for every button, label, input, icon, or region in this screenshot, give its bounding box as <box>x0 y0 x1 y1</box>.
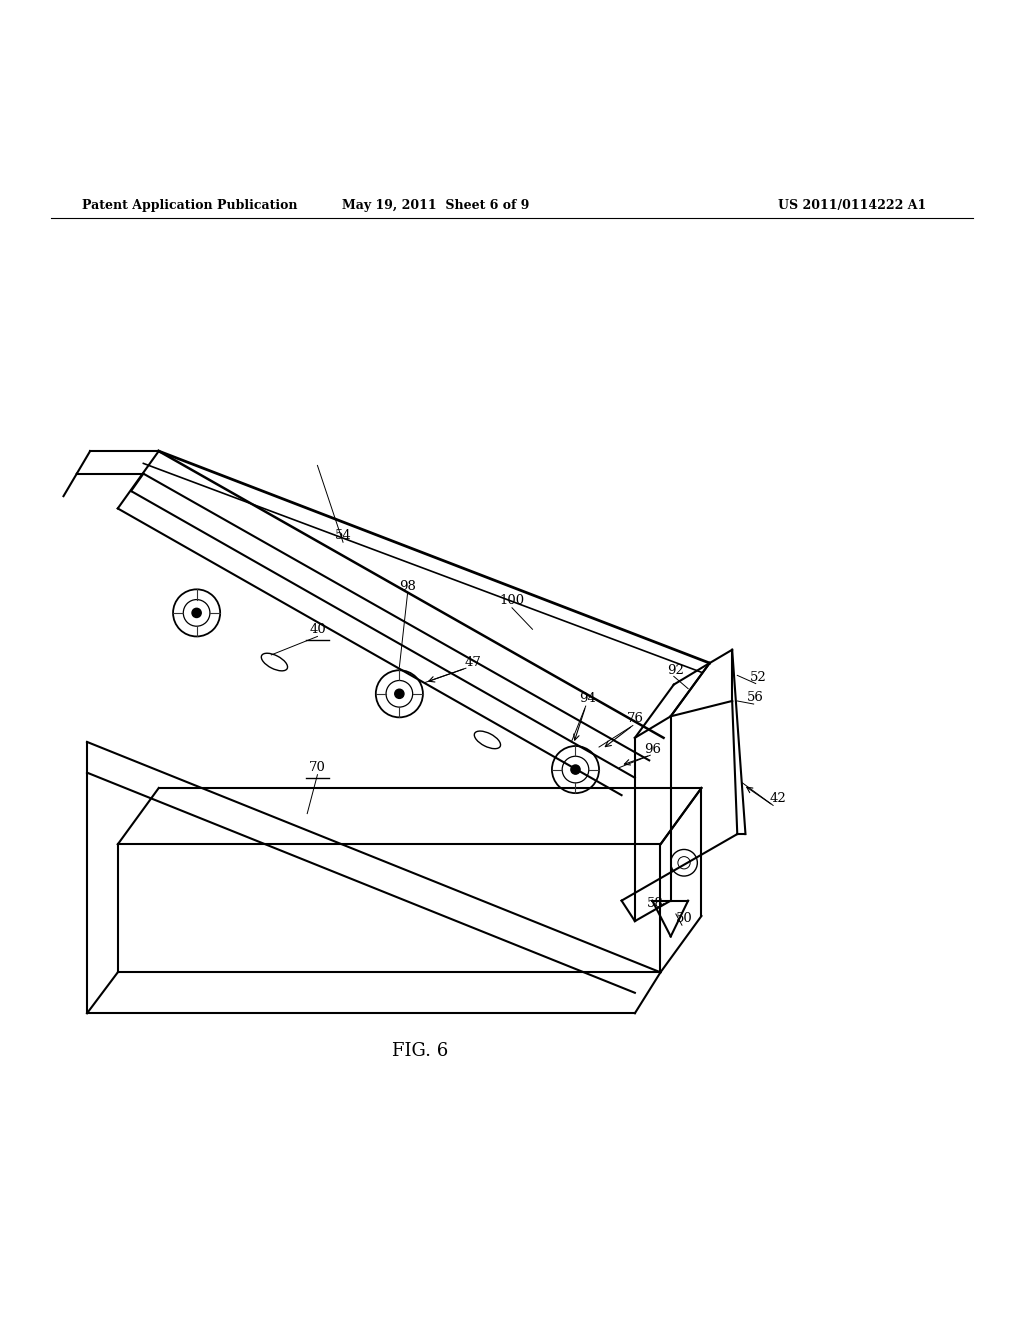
Text: 42: 42 <box>770 792 786 805</box>
Text: 56: 56 <box>748 692 764 705</box>
Text: FIG. 6: FIG. 6 <box>392 1043 447 1060</box>
Text: May 19, 2011  Sheet 6 of 9: May 19, 2011 Sheet 6 of 9 <box>342 199 528 211</box>
Circle shape <box>571 766 580 774</box>
Circle shape <box>395 689 403 698</box>
Text: 58: 58 <box>647 898 664 911</box>
Text: 94: 94 <box>580 693 596 705</box>
Text: 47: 47 <box>465 656 481 668</box>
Text: 98: 98 <box>399 579 416 593</box>
Circle shape <box>193 609 201 618</box>
Text: 96: 96 <box>644 743 660 755</box>
Text: Patent Application Publication: Patent Application Publication <box>82 199 297 211</box>
Text: 70: 70 <box>309 762 326 774</box>
Text: 52: 52 <box>750 671 766 684</box>
Text: 50: 50 <box>676 912 692 924</box>
Text: 92: 92 <box>668 664 684 677</box>
Text: 100: 100 <box>500 594 524 607</box>
Text: 40: 40 <box>309 623 326 636</box>
Text: 54: 54 <box>335 528 351 541</box>
Text: US 2011/0114222 A1: US 2011/0114222 A1 <box>778 199 927 211</box>
Text: 76: 76 <box>627 711 643 725</box>
